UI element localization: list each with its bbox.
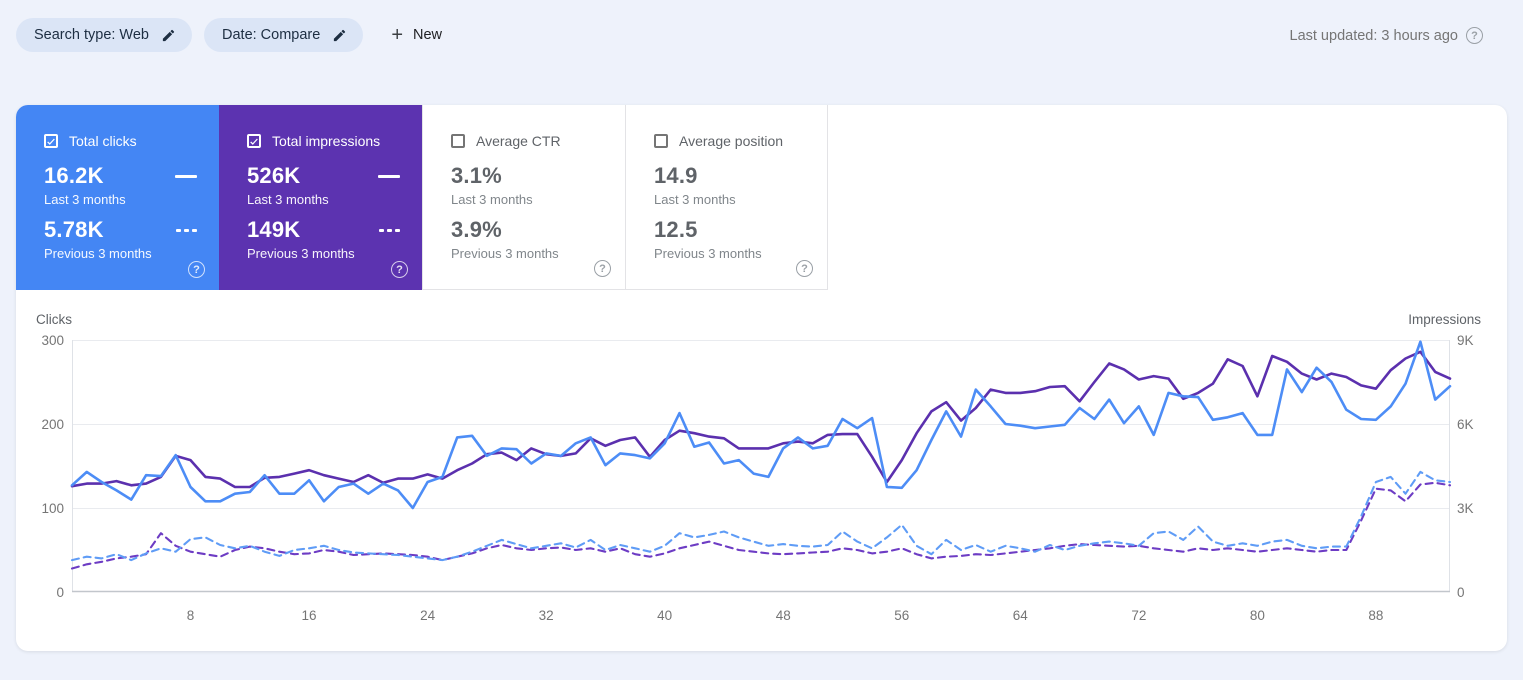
pencil-icon bbox=[162, 29, 175, 41]
average-position-tile[interactable]: Average position 14.9 Last 3 months 12.5… bbox=[625, 105, 828, 290]
plus-icon: + bbox=[391, 24, 404, 46]
new-filter-button[interactable]: + New bbox=[381, 18, 452, 52]
chart-gridlines bbox=[72, 340, 1450, 593]
x-axis-tick-label: 40 bbox=[657, 608, 673, 623]
date-chip[interactable]: Date: Compare bbox=[204, 18, 364, 52]
help-icon[interactable]: ? bbox=[594, 260, 611, 277]
search-type-chip-label: Search type: Web bbox=[34, 27, 149, 43]
y-axis-tick-label: 9K bbox=[1457, 333, 1474, 348]
y-axis-tick-label: 6K bbox=[1457, 417, 1474, 432]
ctr-current-value: 3.1% bbox=[451, 163, 502, 188]
total-clicks-tile[interactable]: Total clicks 16.2K Last 3 months 5.78K P… bbox=[16, 105, 219, 290]
x-axis-tick-label: 16 bbox=[301, 608, 317, 623]
last-updated-text: Last updated: 3 hours ago bbox=[1289, 27, 1459, 44]
y-axis-tick-label: 0 bbox=[56, 585, 64, 600]
series-line-impressions-previous-3-months bbox=[70, 481, 1452, 570]
metric-tiles: Total clicks 16.2K Last 3 months 5.78K P… bbox=[16, 105, 828, 290]
performance-chart bbox=[70, 340, 1452, 593]
ctr-previous-value: 3.9% bbox=[451, 217, 502, 242]
x-axis-tick-label: 8 bbox=[186, 608, 195, 623]
x-axis-tick-label: 24 bbox=[420, 608, 436, 623]
left-axis-title: Clicks bbox=[36, 312, 72, 327]
checkmark-icon bbox=[47, 138, 55, 145]
y-axis-tick-label: 0 bbox=[1457, 585, 1465, 600]
new-button-label: New bbox=[413, 27, 443, 43]
period-label: Last 3 months bbox=[247, 192, 329, 207]
legend-solid-line-icon bbox=[175, 174, 197, 178]
period-label: Previous 3 months bbox=[247, 246, 355, 261]
help-icon[interactable]: ? bbox=[1466, 27, 1483, 44]
period-label: Previous 3 months bbox=[654, 246, 762, 261]
average-ctr-checkbox[interactable] bbox=[451, 134, 465, 148]
y-axis-tick-label: 200 bbox=[41, 417, 64, 432]
help-icon[interactable]: ? bbox=[391, 261, 408, 278]
x-axis-tick-label: 80 bbox=[1249, 608, 1265, 623]
search-type-chip[interactable]: Search type: Web bbox=[16, 18, 192, 52]
x-axis-tick-label: 48 bbox=[775, 608, 791, 623]
tile-label: Total impressions bbox=[272, 133, 381, 149]
legend-solid-line-icon bbox=[378, 174, 400, 178]
position-previous-value: 12.5 bbox=[654, 217, 698, 242]
average-position-checkbox[interactable] bbox=[654, 134, 668, 148]
total-impressions-tile[interactable]: Total impressions 526K Last 3 months 149… bbox=[219, 105, 422, 290]
checkmark-icon bbox=[250, 138, 258, 145]
period-label: Last 3 months bbox=[451, 192, 533, 207]
y-axis-tick-label: 300 bbox=[41, 333, 64, 348]
x-axis-tick-label: 72 bbox=[1131, 608, 1147, 623]
impressions-previous-value: 149K bbox=[247, 217, 301, 242]
pencil-icon bbox=[334, 29, 346, 41]
series-line-impressions-last-3-months bbox=[70, 350, 1452, 489]
chart-plot-area[interactable] bbox=[70, 340, 1452, 593]
average-ctr-tile[interactable]: Average CTR 3.1% Last 3 months 3.9% Prev… bbox=[422, 105, 625, 290]
tile-label: Average CTR bbox=[476, 133, 561, 149]
legend-dashed-line-icon bbox=[176, 228, 197, 232]
tile-label: Total clicks bbox=[69, 133, 137, 149]
total-impressions-checkbox[interactable] bbox=[247, 134, 261, 148]
total-clicks-checkbox[interactable] bbox=[44, 134, 58, 148]
help-icon[interactable]: ? bbox=[796, 260, 813, 277]
clicks-current-value: 16.2K bbox=[44, 163, 104, 188]
x-axis: 8 16 24 32 40 48 56 64 72 80 88 bbox=[72, 608, 1450, 624]
y-axis-tick-label: 100 bbox=[41, 501, 64, 516]
x-axis-tick-label: 56 bbox=[894, 608, 910, 623]
x-axis-tick-label: 64 bbox=[1012, 608, 1028, 623]
y-axis-tick-label: 3K bbox=[1457, 501, 1474, 516]
x-axis-tick-label: 88 bbox=[1368, 608, 1384, 623]
help-icon[interactable]: ? bbox=[188, 261, 205, 278]
period-label: Previous 3 months bbox=[451, 246, 559, 261]
right-axis-title: Impressions bbox=[1408, 312, 1481, 327]
position-current-value: 14.9 bbox=[654, 163, 698, 188]
series-line-clicks-previous-3-months bbox=[70, 470, 1452, 562]
period-label: Last 3 months bbox=[44, 192, 126, 207]
clicks-previous-value: 5.78K bbox=[44, 217, 104, 242]
legend-dashed-line-icon bbox=[379, 228, 400, 232]
toolbar: Search type: Web Date: Compare + New bbox=[16, 18, 452, 52]
x-axis-tick-label: 32 bbox=[538, 608, 554, 623]
period-label: Last 3 months bbox=[654, 192, 736, 207]
last-updated: Last updated: 3 hours ago ? bbox=[1289, 27, 1483, 44]
performance-card: Total clicks 16.2K Last 3 months 5.78K P… bbox=[16, 105, 1507, 651]
date-chip-label: Date: Compare bbox=[222, 27, 321, 43]
series-line-clicks-last-3-months bbox=[70, 340, 1452, 510]
period-label: Previous 3 months bbox=[44, 246, 152, 261]
tile-label: Average position bbox=[679, 133, 784, 149]
impressions-current-value: 526K bbox=[247, 163, 301, 188]
